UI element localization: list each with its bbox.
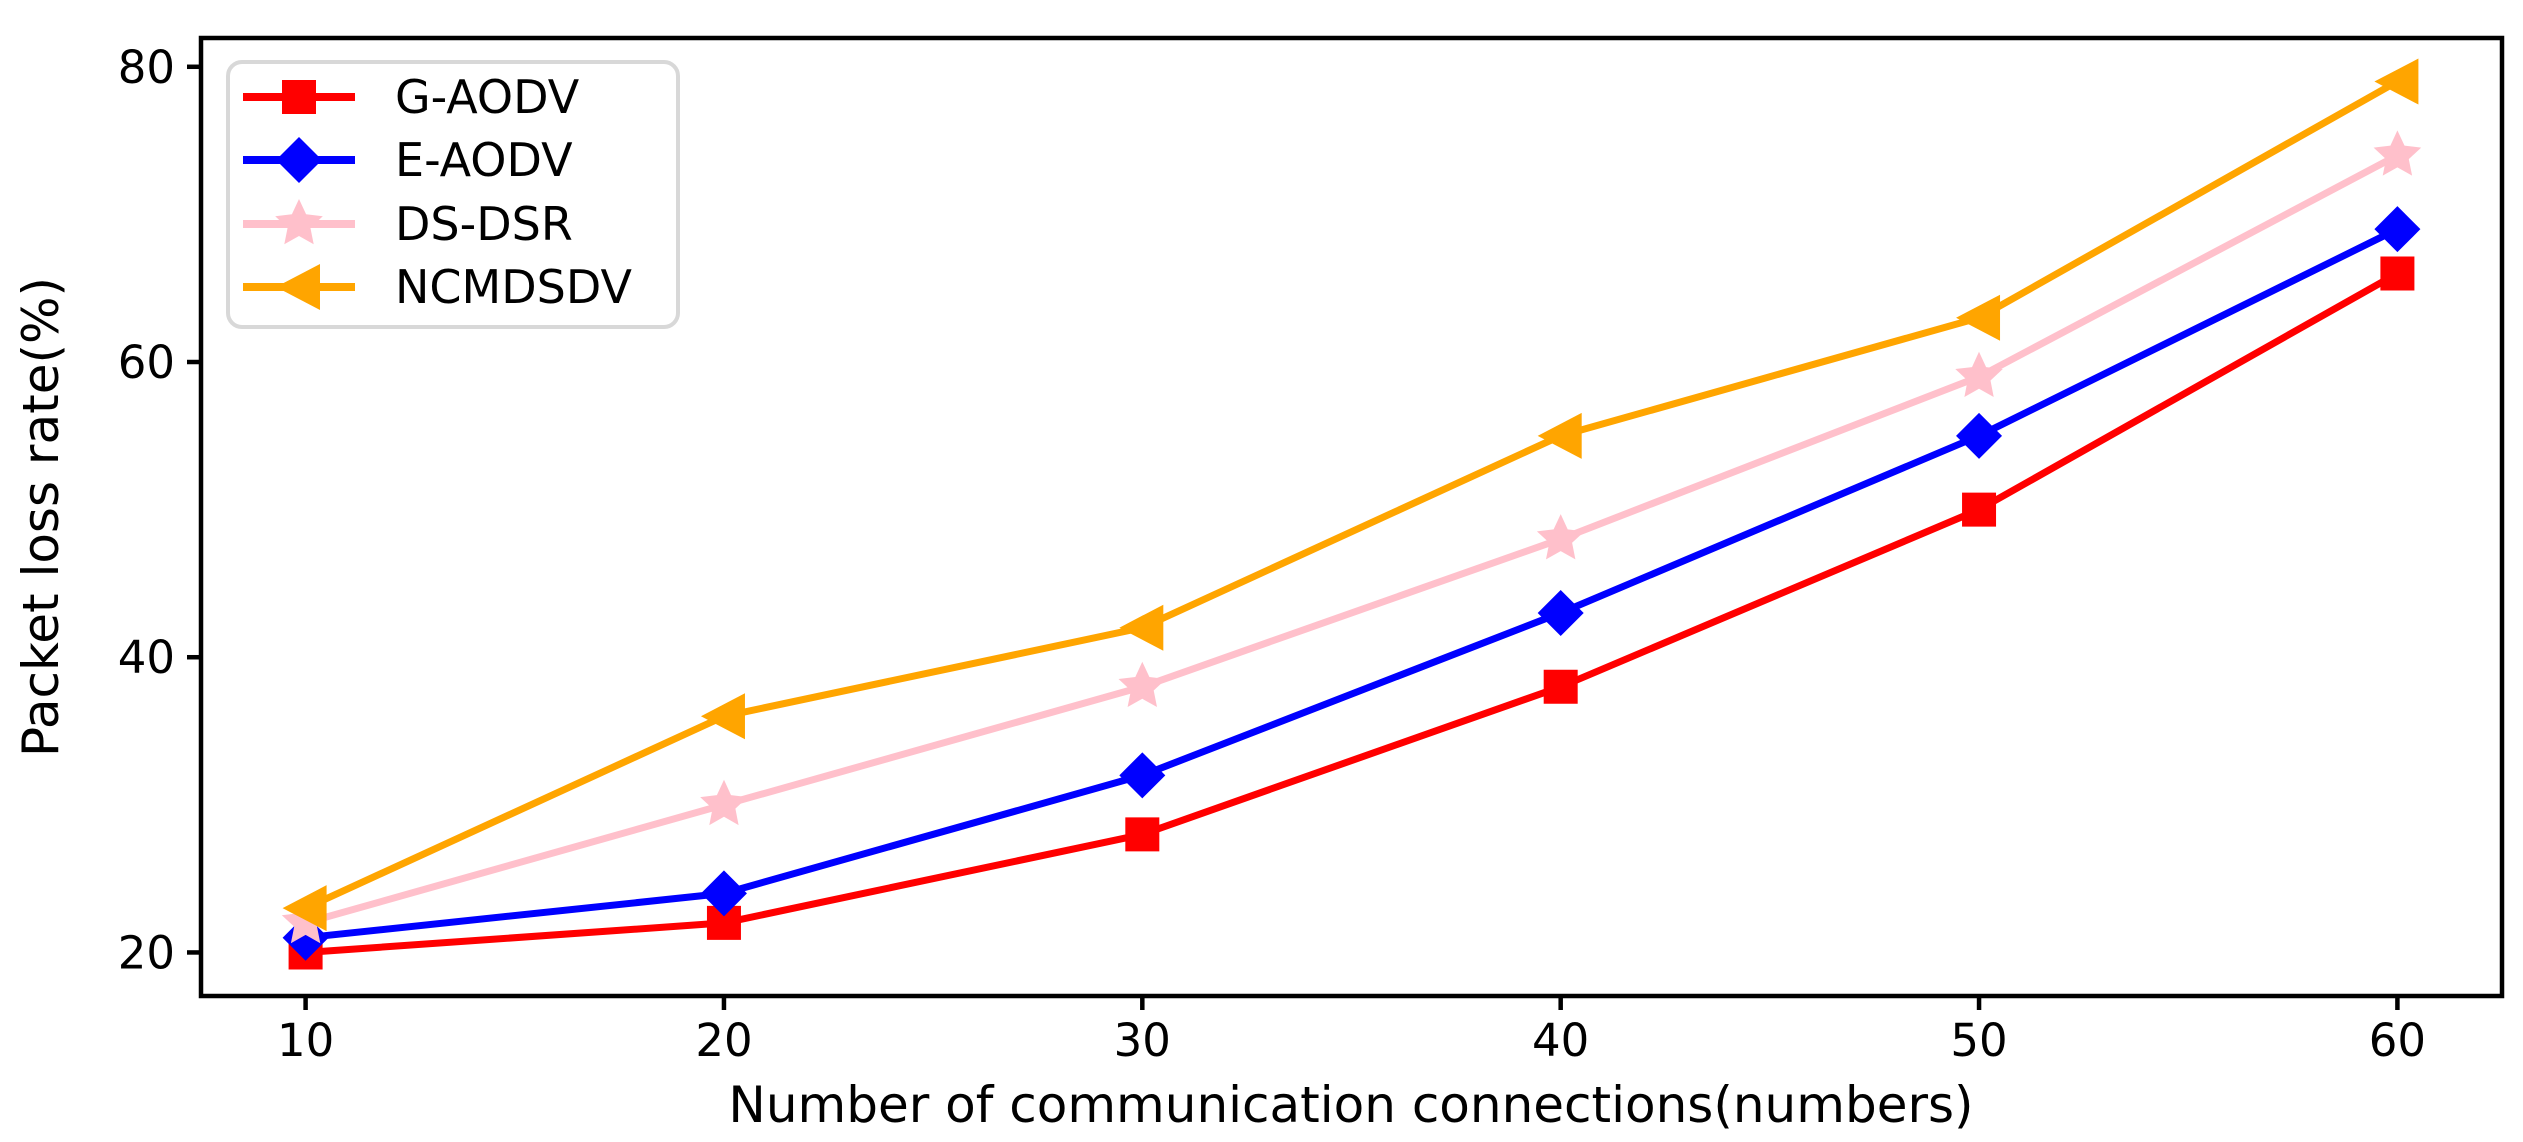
y-axis-label: Packet loss rate(%) [12, 277, 70, 757]
legend-label: E-AODV [395, 133, 573, 187]
y-tick-label: 60 [118, 336, 175, 389]
legend-label: G-AODV [395, 70, 580, 124]
y-tick-label: 80 [118, 41, 175, 94]
legend-item-ncmdsdv: NCMDSDV [243, 260, 632, 314]
data-point-marker-diamond-icon [1537, 589, 1584, 636]
data-point-marker-star-icon [2373, 130, 2422, 176]
data-point-marker-triangle-left-icon [282, 885, 327, 932]
data-point-marker-diamond-icon [1956, 412, 2003, 459]
x-tick-label: 20 [695, 1014, 752, 1067]
x-tick-label: 10 [277, 1014, 334, 1067]
legend-item-g-aodv: G-AODV [243, 70, 580, 124]
data-point-marker-triangle-left-icon [700, 693, 745, 740]
legend-label: NCMDSDV [395, 260, 632, 314]
data-point-marker-square-icon [1125, 817, 1160, 852]
x-axis-label: Number of communication connections(numb… [728, 1076, 1973, 1134]
x-tick-label: 50 [1950, 1014, 2007, 1067]
data-point-marker-star-icon [281, 897, 330, 944]
data-point-marker-diamond-icon [700, 870, 747, 917]
data-point-marker-triangle-left-icon [1119, 604, 1164, 651]
legend-marker-triangle-left-icon [276, 264, 320, 310]
series-line-e-aodv [302, 225, 2401, 942]
legend-item-e-aodv: E-AODV [243, 133, 573, 187]
y-tick-label: 20 [118, 926, 175, 979]
legend-box [226, 60, 680, 329]
data-point-marker-triangle-left-icon [2374, 58, 2419, 105]
data-point-marker-square-icon [1962, 492, 1997, 527]
data-point-marker-star-icon [1536, 514, 1585, 560]
series-line-ncmdsdv [302, 78, 2401, 912]
plot-area: 10 20 30 40 50 60 20 40 60 80 [118, 35, 2505, 1067]
x-tick-label: 40 [1532, 1014, 1589, 1067]
data-point-marker-square-icon [1543, 669, 1578, 704]
data-point-marker-star-icon [1118, 661, 1167, 707]
data-point-marker-star-icon [1955, 351, 2003, 397]
legend-marker-square-icon [282, 80, 316, 114]
legend-marker-star-icon [275, 199, 323, 245]
legend-label: DS-DSR [395, 197, 573, 251]
y-tick-label: 40 [118, 631, 175, 684]
data-point-marker-triangle-left-icon [1956, 294, 2001, 341]
legend-marker-diamond-icon [276, 137, 322, 183]
legend-item-ds-dsr: DS-DSR [243, 197, 573, 251]
data-point-marker-square-icon [706, 905, 741, 940]
series-line-g-aodv [302, 269, 2401, 956]
data-point-marker-star-icon [700, 779, 748, 826]
data-point-marker-square-icon [2380, 256, 2415, 291]
legend: G-AODV E-AODV DS-DSR NCMDSDV [226, 60, 680, 329]
series-line-ds-dsr [302, 151, 2401, 927]
data-point-marker-diamond-icon [1119, 752, 1166, 799]
data-point-marker-diamond-icon [2374, 206, 2421, 253]
data-point-marker-triangle-left-icon [1537, 412, 1582, 459]
x-tick-label: 60 [2369, 1014, 2426, 1067]
plot-frame [198, 35, 2505, 999]
x-tick-label: 30 [1114, 1014, 1171, 1067]
